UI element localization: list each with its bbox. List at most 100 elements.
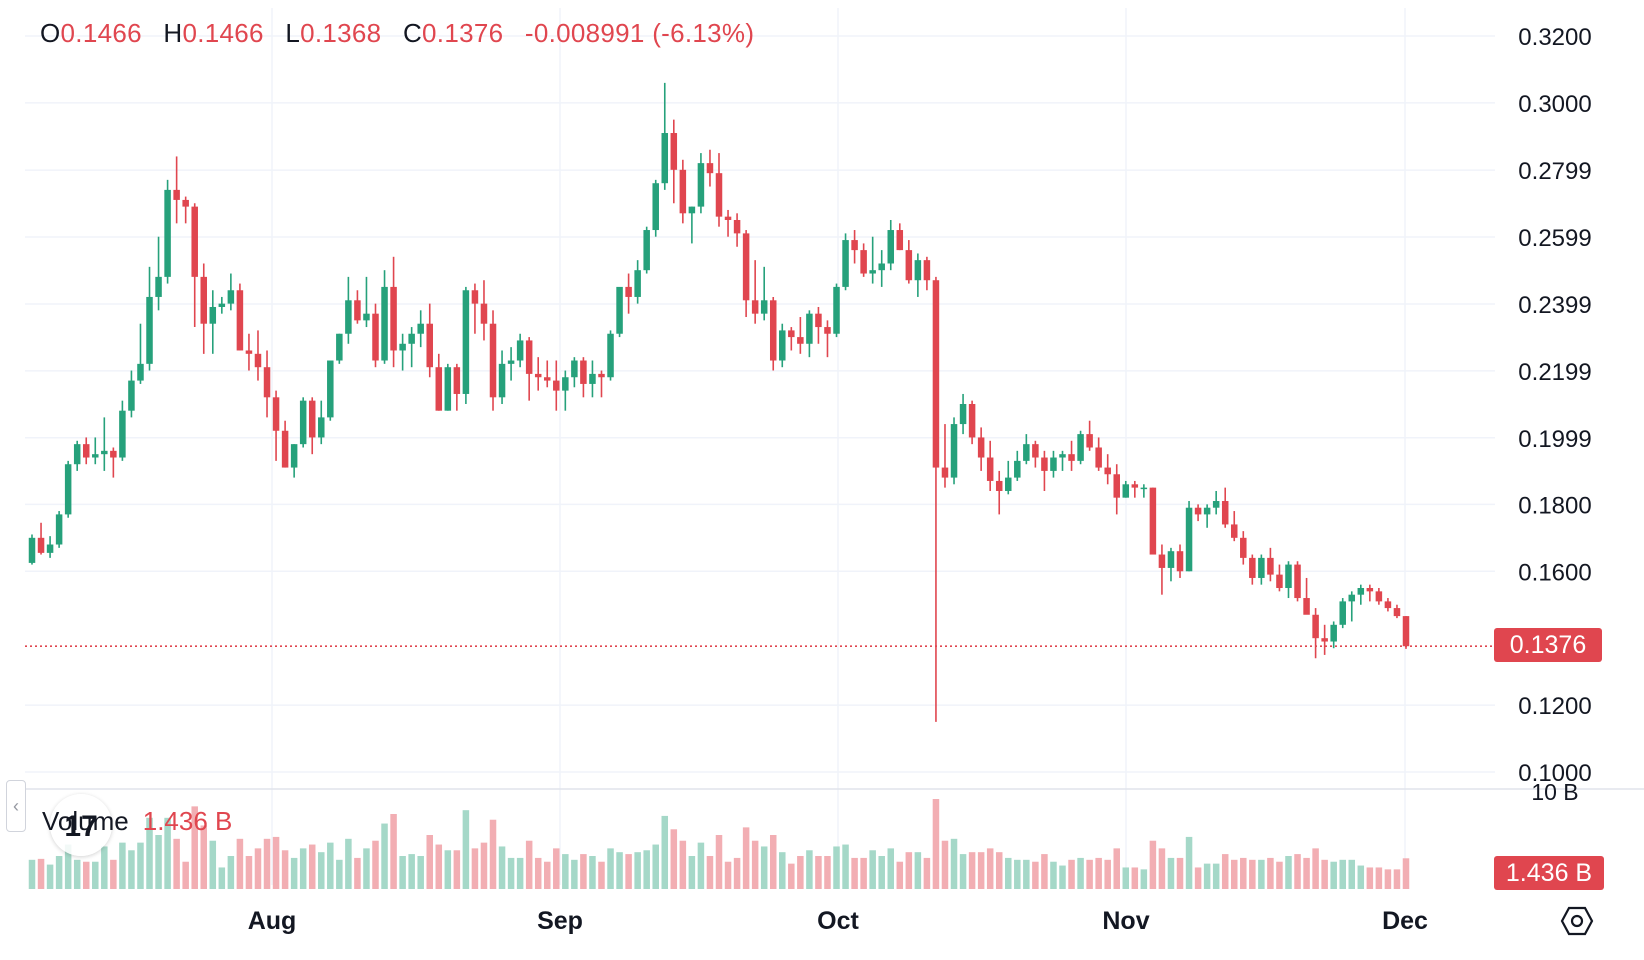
- volume-bar: [679, 840, 687, 889]
- volume-bar: [525, 840, 533, 889]
- candle-body: [1086, 434, 1093, 448]
- volume-bar: [128, 850, 135, 889]
- volume-bar: [82, 861, 90, 889]
- volume-bar: [218, 867, 226, 889]
- volume-bar: [1303, 857, 1310, 889]
- volume-bar: [200, 825, 208, 889]
- volume-bar: [164, 817, 171, 889]
- candle-body: [896, 230, 904, 251]
- candle-body: [263, 367, 271, 398]
- candle-body: [1285, 564, 1292, 588]
- price-axis[interactable]: 0.3200 0.3000 0.2799 0.2599 0.2399 0.2199 0.19…: [1518, 24, 1591, 787]
- candle-body: [236, 290, 244, 351]
- volume-bar: [227, 856, 235, 889]
- volume-bar: [1375, 867, 1383, 889]
- volume-bar: [914, 852, 922, 889]
- volume-bar: [571, 859, 578, 889]
- volume-bar: [652, 844, 659, 889]
- candle-body: [1122, 484, 1130, 498]
- candle-body: [1267, 557, 1274, 575]
- volume-bar: [119, 842, 126, 889]
- volume-bar: [191, 806, 198, 889]
- volume-bar: [534, 857, 542, 889]
- volume-bar: [101, 846, 108, 889]
- candle-body: [345, 300, 352, 334]
- low-key: L: [285, 18, 301, 48]
- candle-body: [1167, 551, 1175, 568]
- volume-bar: [1258, 859, 1265, 889]
- tradingview-logo-icon[interactable]: 17: [50, 794, 112, 856]
- volume-bar: [950, 838, 958, 889]
- candle-body: [1402, 616, 1410, 647]
- candle-body: [372, 313, 379, 361]
- candle-body: [1348, 594, 1356, 602]
- volume-bar: [281, 850, 289, 889]
- volume-bar: [779, 852, 786, 889]
- close-key: C: [402, 18, 423, 48]
- time-tick-label: Aug: [248, 907, 297, 935]
- chevron-left-icon[interactable]: ‹: [6, 780, 26, 832]
- last-price-tag: 0.1376: [1494, 628, 1602, 662]
- candle-body: [1357, 588, 1365, 595]
- volume-bar: [1014, 859, 1021, 889]
- volume-bar: [1348, 859, 1356, 889]
- volume-bar: [236, 838, 244, 889]
- time-tick-label: Dec: [1382, 907, 1428, 935]
- volume-bar: [661, 815, 669, 889]
- candle-body: [797, 337, 804, 344]
- candle-body: [643, 230, 650, 271]
- candle-body: [462, 290, 470, 394]
- volume-bar: [480, 842, 488, 889]
- price-tick-label: 0.1999: [1518, 426, 1591, 453]
- candle-body: [905, 250, 913, 281]
- volume-bar: [46, 864, 54, 889]
- candle-body: [760, 300, 768, 314]
- candle-body: [851, 240, 858, 251]
- volume-bar: [462, 810, 470, 889]
- time-axis[interactable]: Aug Sep Oct Nov Dec: [248, 907, 1428, 935]
- candle-body: [73, 444, 81, 465]
- volume-bar: [824, 856, 831, 889]
- candle-body: [101, 450, 108, 455]
- volume-bar: [245, 856, 253, 889]
- volume-bar: [471, 848, 479, 889]
- volume-bar: [643, 850, 650, 889]
- volume-bar: [1149, 840, 1157, 889]
- volume-bar: [444, 850, 452, 889]
- candle-body: [589, 373, 596, 384]
- candle-body: [1041, 457, 1048, 471]
- volume-bar: [327, 842, 334, 889]
- candle-body: [471, 290, 479, 304]
- candle-body: [1050, 457, 1057, 471]
- candle-body: [1005, 477, 1012, 491]
- volume-bar: [1402, 858, 1410, 889]
- candle-body: [598, 373, 605, 378]
- volume-bar: [788, 863, 795, 889]
- volume-bar: [435, 844, 443, 889]
- volume-tag: 1.436 B: [1494, 856, 1604, 890]
- volume-bar: [1357, 865, 1365, 889]
- price-tick-label: 0.1600: [1518, 559, 1591, 586]
- volume-bar: [1330, 861, 1337, 889]
- candle-body: [498, 363, 506, 398]
- candle-body: [155, 276, 162, 297]
- volume-bar: [995, 852, 1003, 889]
- volume-bar: [290, 857, 298, 889]
- candle-body: [543, 377, 551, 381]
- volume-bar: [607, 848, 614, 889]
- candle-body: [607, 333, 614, 378]
- volume-bar: [37, 858, 45, 889]
- volume-bar: [869, 850, 876, 889]
- volume-bar: [1366, 867, 1374, 889]
- volume-bar: [489, 819, 497, 889]
- volume-bar: [146, 817, 153, 889]
- volume-bar: [64, 844, 72, 889]
- volume-bar: [634, 852, 641, 889]
- hexagon-settings-icon[interactable]: [1560, 904, 1594, 938]
- ohlc-legend: O0.1466 H0.1466 L0.1368 C0.1376 -0.00899…: [40, 18, 768, 49]
- candle-body: [697, 163, 705, 207]
- volume-bar: [173, 838, 180, 889]
- volume-bar: [137, 842, 144, 889]
- price-tick-label: 0.3200: [1518, 24, 1591, 51]
